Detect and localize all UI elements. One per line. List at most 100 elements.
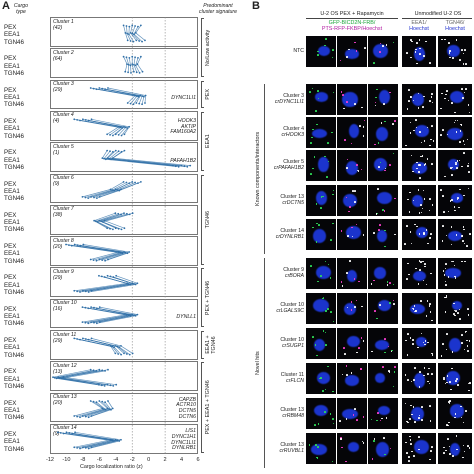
x-tick-label: -2 <box>129 457 135 464</box>
punctum <box>411 40 413 43</box>
punctum <box>420 204 422 207</box>
punctum <box>453 302 455 305</box>
punctum <box>445 263 447 265</box>
cluster-count: (42) <box>53 24 63 31</box>
punctum <box>385 416 388 419</box>
trajectory-point <box>87 338 90 341</box>
punctum <box>349 260 351 262</box>
punctum <box>455 161 457 164</box>
punctum <box>461 334 463 336</box>
punctum <box>422 341 425 344</box>
punctum <box>443 211 445 213</box>
punctum <box>456 198 459 201</box>
trajectory-point <box>136 63 139 66</box>
cargo-type-label: EEA1 <box>4 250 20 258</box>
cluster-row-frame <box>50 361 198 392</box>
cargo-localization-plot <box>52 17 192 456</box>
punctum <box>416 167 418 170</box>
punctum <box>445 93 447 96</box>
trajectory-point <box>126 32 129 35</box>
punctum <box>425 229 428 231</box>
trajectory-point <box>144 39 146 42</box>
cluster-name: Cluster 1 <box>53 18 74 25</box>
punctum <box>452 57 455 59</box>
trajectory-point <box>79 119 81 122</box>
trajectory-point <box>144 102 146 104</box>
image-row-gene: crRUVBL1 <box>279 448 304 454</box>
microscopy-image <box>368 328 398 359</box>
gene-label: DYNC1LI1 <box>171 95 196 102</box>
punctum <box>360 367 362 370</box>
cluster-name: Cluster 7 <box>53 206 74 213</box>
punctum <box>384 229 387 232</box>
nucleus <box>346 269 357 282</box>
punctum <box>331 390 334 393</box>
punctum <box>382 366 384 368</box>
punctum <box>418 212 421 214</box>
nucleus <box>451 301 463 311</box>
trajectory-point <box>110 158 112 161</box>
microscopy-image <box>438 36 472 67</box>
cargo-type-label: TGN46 <box>4 163 24 171</box>
punctum <box>384 120 386 123</box>
cargo-type-label: PEX <box>4 55 17 63</box>
cluster-name: Cluster 2 <box>53 49 74 56</box>
microscopy-image <box>337 363 367 394</box>
trajectory-point <box>120 188 122 191</box>
trajectory-point <box>98 306 101 308</box>
trajectory-point <box>95 401 98 404</box>
punctum <box>467 164 469 167</box>
punctum <box>331 56 334 59</box>
cluster-row-frame <box>50 173 198 204</box>
trajectory-point <box>120 134 123 137</box>
trajectory-point <box>125 56 128 59</box>
punctum <box>363 119 366 122</box>
punctum <box>463 152 465 155</box>
trajectory-point <box>112 276 115 278</box>
trajectory-point <box>95 322 98 325</box>
trajectory-point <box>107 368 109 371</box>
trajectory-point <box>95 259 98 262</box>
trajectory-point <box>89 258 92 261</box>
punctum <box>418 436 421 438</box>
trajectory-point <box>90 306 93 308</box>
punctum <box>444 296 446 299</box>
punctum <box>454 275 457 278</box>
punctum <box>348 48 351 51</box>
microscopy-image <box>337 84 367 115</box>
punctum <box>373 440 375 442</box>
punctum <box>459 130 462 132</box>
punctum <box>452 455 454 457</box>
punctum <box>327 263 330 266</box>
cargo-type-label: PEX <box>4 337 17 344</box>
punctum <box>463 91 466 94</box>
punctum <box>463 194 465 197</box>
punctum <box>355 50 358 52</box>
nucleus <box>449 443 461 457</box>
trajectory-point <box>101 87 104 90</box>
punctum <box>410 380 413 383</box>
image-row-gene: crPAFAH1B2 <box>273 165 304 171</box>
punctum <box>461 165 463 168</box>
signature-bracket <box>201 174 204 265</box>
punctum <box>412 339 414 341</box>
trajectory-point <box>130 72 132 74</box>
punctum <box>408 273 410 276</box>
punctum <box>314 344 317 346</box>
punctum <box>445 449 448 452</box>
punctum <box>316 123 318 126</box>
punctum <box>447 210 450 213</box>
trajectory-point <box>120 228 123 231</box>
punctum <box>378 166 380 169</box>
cargo-type-label: PEX <box>4 243 17 251</box>
punctum <box>466 245 468 248</box>
cargo-type-label: PEX <box>4 305 17 313</box>
punctum <box>351 226 353 229</box>
trajectory-point <box>90 289 93 292</box>
punctum <box>412 406 415 408</box>
gene-label: CAPZB <box>178 396 196 403</box>
punctum <box>426 126 429 129</box>
cargo-type-label: TGN46 <box>4 195 24 203</box>
punctum <box>317 423 320 426</box>
punctum <box>416 161 418 164</box>
